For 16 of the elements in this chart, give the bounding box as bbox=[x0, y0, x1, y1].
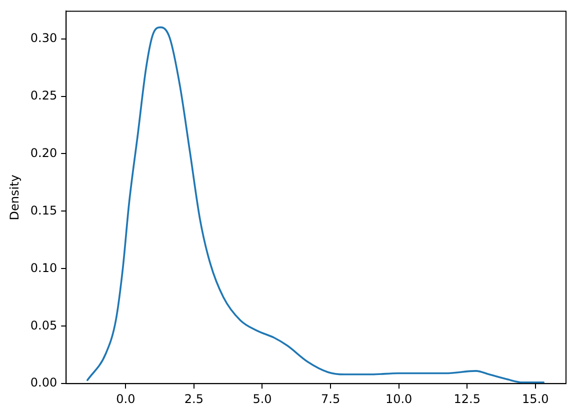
x-tick-label: 0.0 bbox=[116, 392, 136, 406]
y-tick-label: 0.20 bbox=[30, 146, 58, 160]
y-axis-title: Density bbox=[7, 174, 22, 220]
y-tick-label: 0.10 bbox=[30, 260, 58, 275]
y-tick-label: 0.05 bbox=[30, 318, 58, 332]
x-tick-label: 15.0 bbox=[522, 392, 549, 406]
y-tick-label: 0.30 bbox=[30, 30, 58, 45]
x-tick-label: 2.5 bbox=[184, 392, 204, 406]
y-tick-label: 0.25 bbox=[30, 88, 58, 102]
line-series bbox=[86, 26, 544, 384]
y-tick-label: 0.15 bbox=[30, 203, 58, 218]
x-tick-label: 7.5 bbox=[320, 392, 340, 406]
x-tick-label: 5.0 bbox=[252, 392, 272, 406]
x-tick-label: 10.0 bbox=[385, 392, 412, 406]
y-tick-label: 0.00 bbox=[30, 376, 58, 390]
x-tick-label: 12.5 bbox=[454, 392, 480, 406]
